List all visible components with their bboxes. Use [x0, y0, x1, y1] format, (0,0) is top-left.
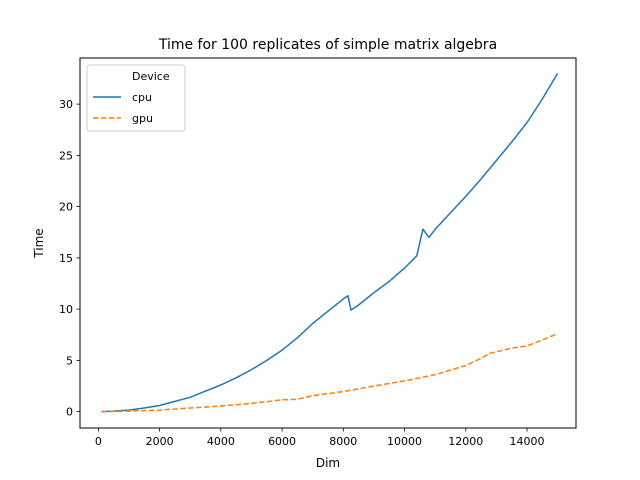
legend: Device cpu gpu: [86, 64, 186, 132]
x-tick-label: 12000: [448, 435, 483, 448]
y-tick-label: 30: [59, 98, 73, 111]
y-axis-label: Time: [32, 228, 46, 258]
legend-title: Device: [132, 70, 170, 83]
x-tick-label: 14000: [510, 435, 545, 448]
x-tick-label: 2000: [146, 435, 174, 448]
legend-label-cpu: cpu: [132, 91, 152, 104]
x-tick-label: 10000: [387, 435, 422, 448]
plot-frame: [79, 57, 577, 429]
chart-title: Time for 100 replicates of simple matrix…: [158, 37, 497, 53]
series-line-cpu: [101, 73, 559, 413]
x-axis: 0 2000 4000 6000 8000 10000 12000 14000: [95, 428, 545, 448]
y-tick-label: 15: [59, 252, 73, 265]
x-tick-label: 4000: [207, 435, 235, 448]
y-tick-label: 20: [59, 201, 73, 214]
y-tick-label: 25: [59, 149, 73, 162]
y-axis: 0 5 10 15 20 25 30: [59, 98, 80, 419]
y-tick-label: 10: [59, 303, 73, 316]
x-tick-label: 8000: [329, 435, 357, 448]
plot-area: [101, 73, 559, 413]
series-line-gpu: [101, 333, 558, 413]
x-tick-label: 6000: [268, 435, 296, 448]
x-tick-label: 0: [95, 435, 102, 448]
x-axis-label: Dim: [316, 456, 340, 470]
y-tick-label: 0: [66, 406, 73, 419]
legend-box: [86, 64, 186, 132]
y-tick-label: 5: [66, 354, 73, 367]
legend-label-gpu: gpu: [132, 112, 153, 125]
